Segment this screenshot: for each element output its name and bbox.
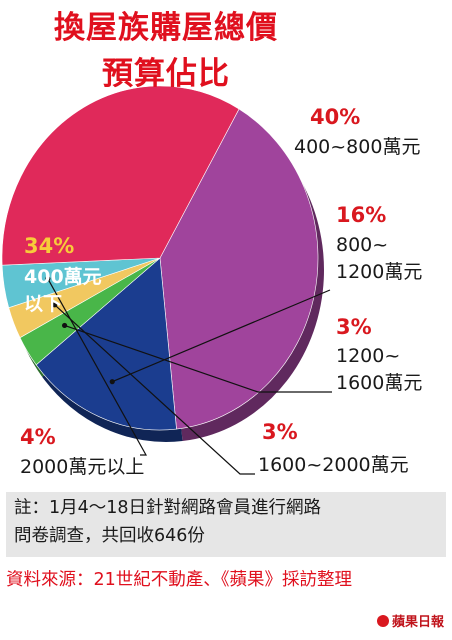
- slice-label-under-400-b: 以下: [24, 293, 63, 315]
- slice-percent-3-green: 3%: [336, 315, 372, 339]
- pie-slice-1: [35, 257, 177, 431]
- slice-label-400-800: 400~800萬元: [294, 136, 421, 158]
- chart-title-line2: 預算佔比: [102, 56, 230, 92]
- slice-label-2000-plus: 2000萬元以上: [20, 456, 145, 478]
- chart-title-line1: 換屋族購屋總價: [54, 10, 278, 46]
- leader-lines: [45, 276, 332, 475]
- pie-slices: [1, 85, 324, 442]
- apple-icon: [376, 615, 389, 627]
- slice-label-1600-2000: 1600~2000萬元: [258, 454, 409, 476]
- survey-note-line2: 問卷調查，共回收646份: [14, 526, 205, 546]
- slice-percent-4: 4%: [20, 425, 56, 449]
- slice-percent-16: 16%: [336, 203, 387, 227]
- leader-line-2: [64, 324, 332, 393]
- leader-line-1: [112, 289, 331, 383]
- leader-dot-1: [109, 379, 115, 385]
- survey-note: 註：1月4～18日針對網路會員進行網路 問卷調查，共回收646份: [6, 492, 446, 557]
- leader-line-4: [47, 278, 148, 456]
- slice-label-1600: 1600萬元: [336, 372, 423, 394]
- leader-dot-4: [45, 276, 51, 282]
- slice-label-800: 800~: [336, 234, 389, 256]
- data-source: 資料來源：21世紀不動產、《蘋果》採訪整理: [6, 570, 353, 590]
- leader-line-3: [54, 304, 255, 475]
- slice-label-1200: 1200萬元: [336, 261, 423, 283]
- slice-percent-3-yellow: 3%: [262, 420, 298, 444]
- leader-dot-3: [52, 302, 58, 308]
- slice-label-1200b: 1200~: [336, 345, 401, 367]
- survey-note-line1: 註：1月4～18日針對網路會員進行網路: [14, 498, 322, 518]
- slice-percent-34: 34%: [24, 234, 75, 258]
- slice-label-under-400: 400萬元: [24, 266, 102, 288]
- slice-percent-40: 40%: [310, 105, 361, 129]
- pie-slice-5: [1, 85, 240, 266]
- brand-name: 蘋果日報: [391, 615, 444, 630]
- brand-logo: 蘋果日報: [376, 611, 444, 630]
- pie-slice-0: [159, 108, 319, 430]
- leader-dot-2: [61, 322, 68, 329]
